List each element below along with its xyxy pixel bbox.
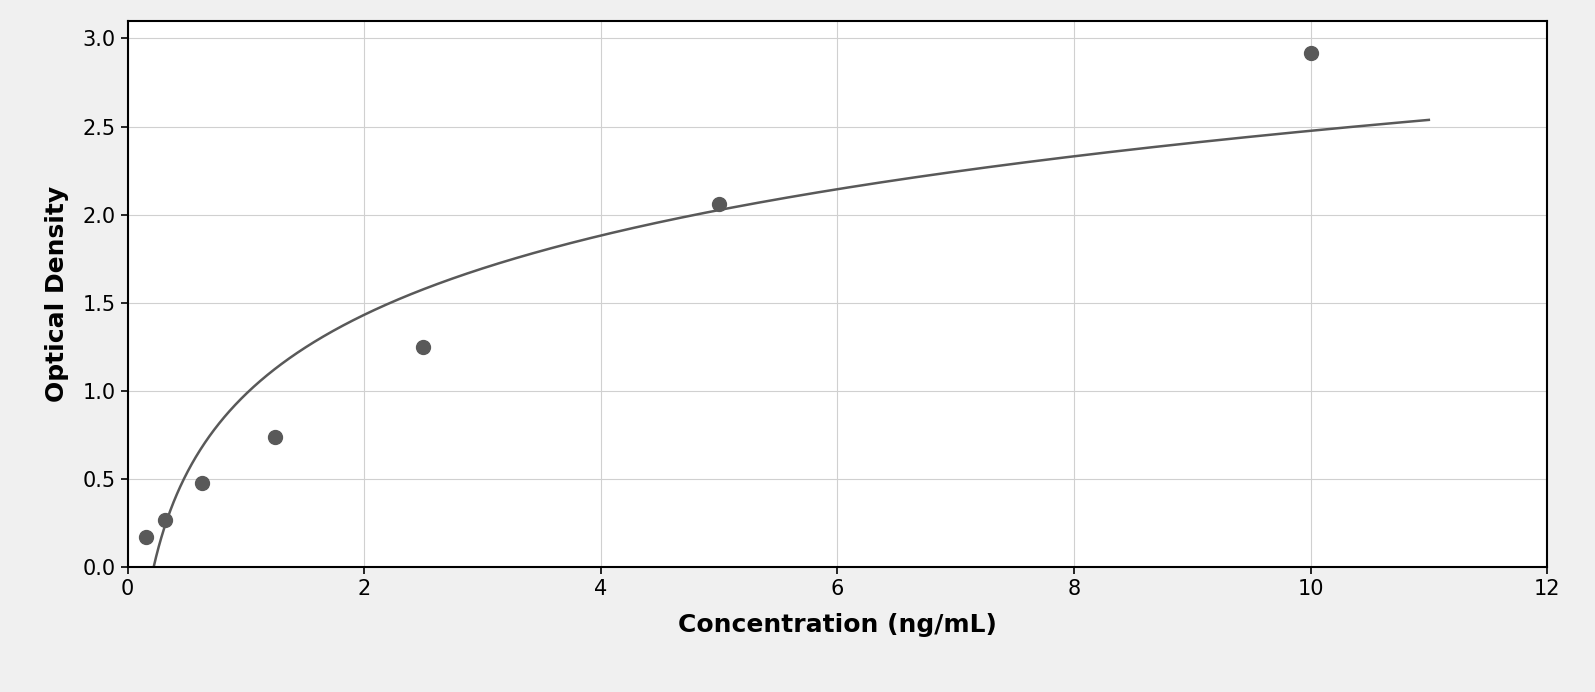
Point (188, 477, 214, 489)
Point (1298, 47, 1324, 58)
X-axis label: Concentration (ng/mL): Concentration (ng/mL) (678, 613, 997, 637)
Point (152, 514, 177, 525)
Y-axis label: Optical Density: Optical Density (45, 186, 69, 402)
Point (134, 531, 160, 542)
Point (410, 341, 435, 352)
Point (263, 431, 289, 442)
Point (707, 199, 732, 210)
